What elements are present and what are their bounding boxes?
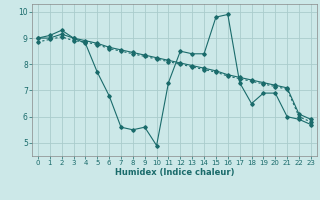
X-axis label: Humidex (Indice chaleur): Humidex (Indice chaleur) [115,168,234,177]
